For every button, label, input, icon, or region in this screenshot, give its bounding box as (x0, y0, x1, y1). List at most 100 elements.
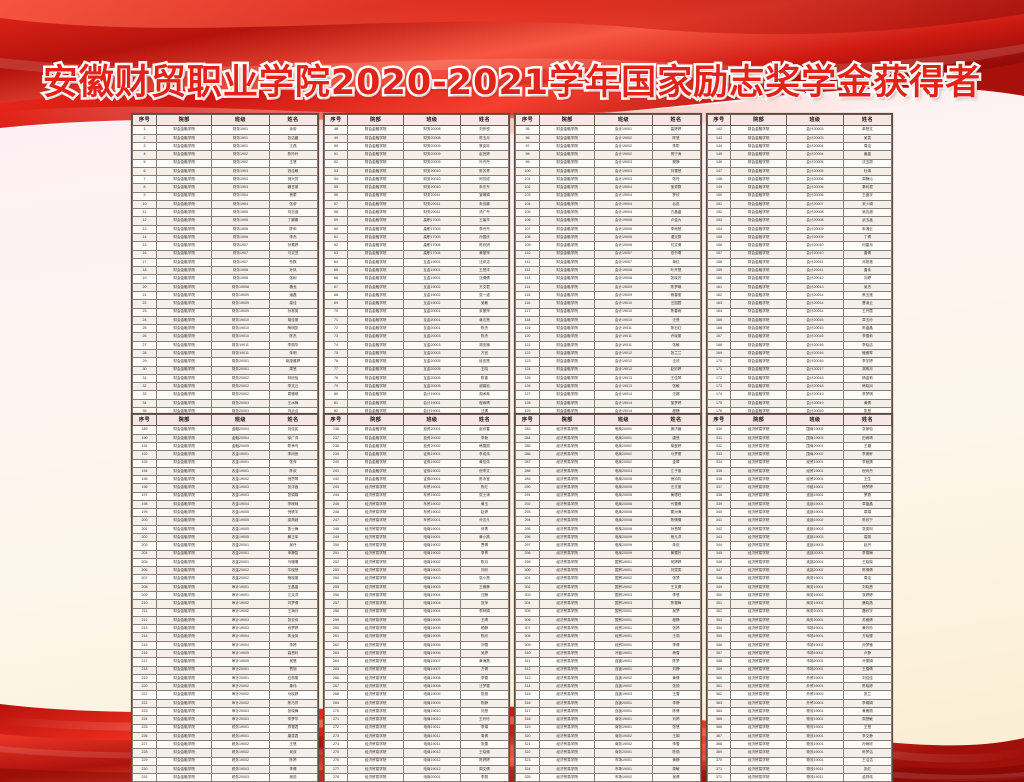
table-row: 122 财会金融学院 会计19012 张兰兰 (515, 348, 701, 359)
cell-class: 商务19002 (594, 731, 653, 742)
cell-no: 95 (515, 125, 540, 135)
cell-dept: 财会金融学院 (347, 332, 404, 342)
cell-dept: 财会金融学院 (155, 764, 213, 775)
cell-dept: 财会金融学院 (347, 257, 404, 268)
cell-class: 电商20002 (594, 450, 653, 460)
cell-name: 陈杰 (460, 324, 509, 334)
cell-name: 李凤侠 (268, 450, 318, 460)
cell-dept: 经济贸易学院 (730, 640, 787, 651)
cell-no: 155 (706, 233, 732, 243)
cell-dept: 财会金融学院 (155, 665, 213, 675)
table-row: 13 财会金融学院 财务1906 陈申 (132, 224, 318, 235)
cell-name: 张兰 (843, 690, 892, 700)
table-header-row: 序号 院部 班级 姓名 (515, 113, 701, 127)
cell-name: 林欣怡 (268, 373, 318, 384)
cell-dept: 财会金融学院 (538, 332, 596, 342)
cell-class: 审计20002 (211, 682, 270, 692)
table-row: 323 经济贸易学院 市场19001 黄静 (515, 756, 701, 766)
cell-no: 316 (515, 698, 540, 708)
cell-no: 198 (132, 499, 157, 510)
cell-dept: 经济贸易学院 (730, 582, 787, 593)
cell-dept: 财会金融学院 (155, 241, 213, 251)
cell-class: 财务20002 (211, 373, 270, 384)
cell-class: 商务19002 (785, 590, 845, 601)
cell-name: 王水梅 (268, 398, 318, 408)
cell-name: 张丽 (651, 682, 701, 692)
table-row: 275 经济贸易学院 电商19012 王晓雅 (323, 748, 509, 758)
table-row: 369 经济贸易学院 物流19001 陈梦洁 (706, 748, 892, 758)
cell-dept: 财会金融学院 (347, 208, 404, 218)
cell-no: 366 (706, 723, 732, 733)
table-row: 353 经济贸易学院 商务20001 苏雅倩 (706, 615, 892, 626)
cell-dept: 财会金融学院 (538, 365, 596, 375)
table-row: 242 财会金融学院 证券20001 陈永宜 (323, 475, 509, 485)
cell-class: 财务1904 (211, 199, 270, 210)
cell-no: 110 (515, 249, 540, 259)
cell-name: 王生 (843, 475, 892, 485)
cell-dept: 财会金融学院 (730, 332, 787, 342)
cell-class: 连锁19001 (785, 491, 845, 501)
cell-no: 286 (515, 450, 540, 460)
cell-name: 杨雪 (651, 648, 701, 659)
cell-name: 张慧 (651, 723, 701, 733)
table-row: 259 经济贸易学院 电商19005 王晴 (323, 615, 509, 626)
table-row: 147 财会金融学院 会计20005 杜娟 (706, 166, 892, 177)
cell-no: 107 (515, 224, 540, 235)
cell-no: 364 (706, 706, 732, 717)
cell-dept: 财会金融学院 (538, 208, 596, 218)
table-row: 50 财会金融学院 财务20009 蔡克珍 (323, 141, 509, 152)
cell-class: 车贸19002 (402, 508, 462, 518)
cell-class: 财务19009 (211, 290, 270, 301)
cell-no: 231 (132, 773, 157, 782)
cell-class: 高职17004 (402, 249, 462, 259)
cell-class: 物流19011 (785, 773, 845, 782)
cell-class: 电商20001 (402, 773, 462, 782)
cell-no: 31 (132, 373, 157, 384)
cell-dept: 财会金融学院 (347, 307, 404, 317)
cell-no: 71 (323, 315, 349, 326)
cell-class: 市场19002 (785, 648, 845, 659)
table-row: 56 财会金融学院 财务20011 宣琳娟 (323, 191, 509, 201)
cell-dept: 经济贸易学院 (347, 715, 404, 725)
cell-class: 电商19001 (402, 533, 462, 543)
cell-dept: 财会金融学院 (155, 524, 213, 535)
table-row: 317 经济贸易学院 连锁20001 陈倩 (515, 706, 701, 717)
cell-name: 吴敏 (460, 299, 509, 309)
table-row: 203 财会金融学院 农金20001 吴丹 (132, 541, 318, 551)
table-row: 117 财会金融学院 会计19010 陈春雨 (515, 307, 701, 317)
cell-no: 52 (323, 158, 349, 168)
cell-class: 电商19011 (402, 731, 462, 742)
cell-name: 陈慧 (651, 133, 701, 143)
cell-name: 李咪咪 (268, 499, 318, 510)
col-header-class: 班级 (594, 113, 653, 127)
cell-dept: 财会金融学院 (347, 365, 404, 375)
cell-name: 何婷婷 (651, 557, 701, 568)
cell-class: 财务20001 (211, 365, 270, 375)
cell-name: 石丽丽 (268, 673, 318, 684)
col-header-name: 姓名 (460, 113, 509, 127)
cell-no: 127 (515, 390, 540, 400)
cell-class: 冷链19001 (594, 648, 653, 659)
cell-no: 258 (323, 607, 349, 617)
cell-dept: 财会金融学院 (347, 398, 404, 408)
cell-class: 电商20005 (594, 475, 653, 485)
cell-class: 经贸19001 (785, 466, 845, 477)
cell-dept: 经济贸易学院 (730, 549, 787, 559)
table-row: 292 经济贸易学院 电商20006 代雪倩 (515, 499, 701, 510)
table-row: 67 财会金融学院 互金19002 方文君 (323, 282, 509, 293)
cell-no: 200 (132, 516, 157, 526)
cell-dept: 财会金融学院 (155, 357, 213, 367)
table-row: 115 财会金融学院 会计19009 杨春丽 (515, 290, 701, 301)
cell-no: 24 (132, 315, 157, 326)
table-row: 96 财会金融学院 会计19002 陈慧 (515, 133, 701, 143)
table-head: 序号 院部 班级 姓名 (132, 413, 318, 427)
cell-class: 连锁19003 (785, 533, 845, 543)
cell-dept: 财会金融学院 (155, 224, 213, 235)
cell-name: 韩雪丽 (460, 441, 509, 452)
cell-name: 宣琳娟 (460, 191, 509, 201)
cell-name: 杨晓丽 (268, 574, 318, 584)
col-header-name: 姓名 (268, 413, 318, 427)
cell-no: 19 (132, 274, 157, 284)
table-row: 221 财会金融学院 审计20002 马晓婷 (132, 690, 318, 700)
cell-dept: 财会金融学院 (155, 133, 213, 143)
